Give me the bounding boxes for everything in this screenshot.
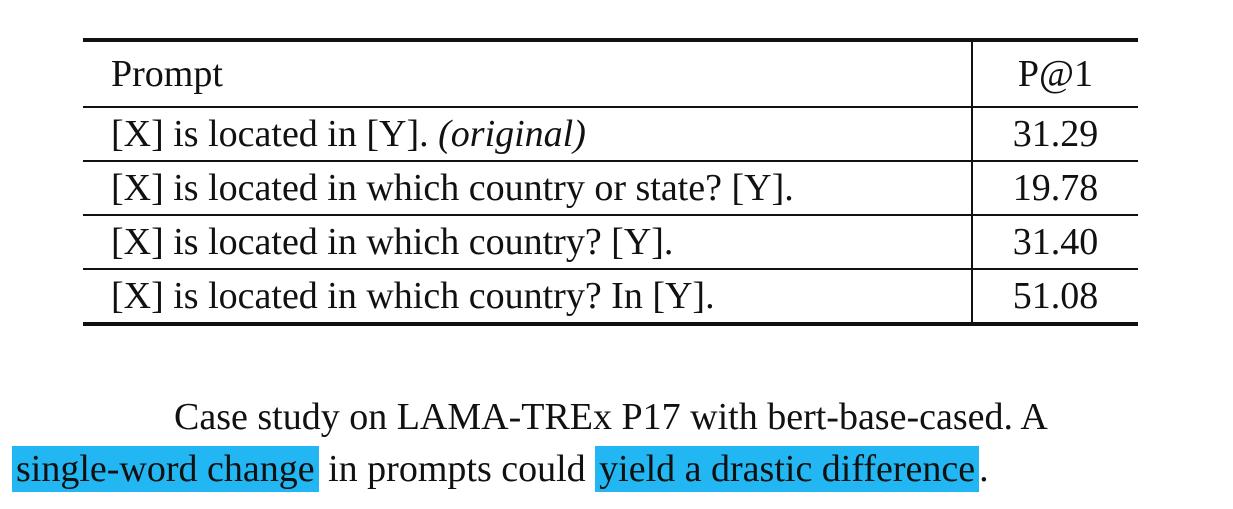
highlight-drastic-difference: yield a drastic difference bbox=[595, 446, 980, 492]
caption-line-2: single-word change in prompts could yiel… bbox=[12, 443, 1227, 495]
caption-end: . bbox=[979, 448, 989, 490]
score-cell: 31.29 bbox=[971, 107, 1138, 161]
table-row: [X] is located in [Y]. (original) 31.29 bbox=[83, 107, 1138, 161]
prompt-cell: [X] is located in which country? In [Y]. bbox=[111, 275, 715, 317]
original-note: (original) bbox=[438, 113, 586, 155]
prompt-text: [X] is located in [Y]. bbox=[111, 113, 429, 155]
caption-line-1: Case study on LAMA-TREx P17 with bert-ba… bbox=[174, 396, 1048, 438]
header-prompt: Prompt bbox=[111, 53, 223, 95]
table-caption: Case study on LAMA-TREx P17 with bert-ba… bbox=[12, 391, 1227, 495]
highlight-single-word-change: single-word change bbox=[12, 446, 319, 492]
table-row: [X] is located in which country? In [Y].… bbox=[83, 269, 1138, 322]
table-row: [X] is located in which country? [Y]. 31… bbox=[83, 215, 1138, 269]
score-cell: 51.08 bbox=[971, 269, 1138, 322]
table-row: [X] is located in which country or state… bbox=[83, 161, 1138, 215]
results-table: Prompt P@1 [X] is located in [Y]. (origi… bbox=[83, 38, 1138, 326]
header-p-at-1: P@1 bbox=[971, 42, 1138, 107]
caption-middle-text: in prompts could bbox=[318, 448, 596, 490]
score-cell: 19.78 bbox=[971, 161, 1138, 215]
table-header-row: Prompt P@1 bbox=[83, 42, 1138, 107]
prompt-cell: [X] is located in which country or state… bbox=[111, 167, 794, 209]
prompt-cell: [X] is located in which country? [Y]. bbox=[111, 221, 674, 263]
score-cell: 31.40 bbox=[971, 215, 1138, 269]
prompt-cell: [X] is located in [Y]. (original) bbox=[83, 107, 972, 161]
